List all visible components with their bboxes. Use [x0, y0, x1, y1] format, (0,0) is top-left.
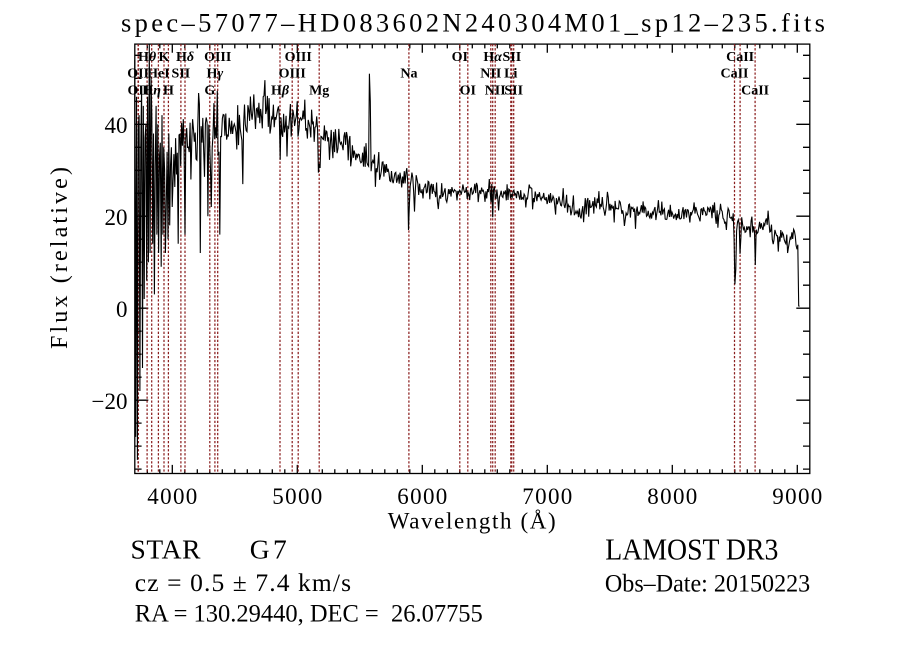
- svg-text:6000: 6000: [397, 484, 447, 509]
- svg-text:0: 0: [116, 297, 128, 322]
- svg-text:Hθ: Hθ: [138, 50, 157, 65]
- svg-text:H: H: [163, 83, 174, 98]
- svg-text:Hβ: Hβ: [271, 83, 290, 98]
- svg-text:NII: NII: [485, 83, 506, 98]
- svg-text:20: 20: [105, 205, 128, 230]
- svg-text:NII: NII: [480, 67, 501, 82]
- svg-text:5000: 5000: [272, 484, 322, 509]
- svg-text:Hη: Hη: [142, 83, 161, 98]
- svg-text:4000: 4000: [147, 484, 197, 509]
- svg-text:Obs–Date: 20150223: Obs–Date: 20150223: [605, 568, 810, 597]
- svg-text:LAMOST DR3: LAMOST DR3: [605, 531, 778, 566]
- svg-text:Mg: Mg: [309, 83, 329, 98]
- svg-text:OIII: OIII: [204, 50, 231, 65]
- svg-text:G: G: [204, 83, 215, 98]
- svg-text:9000: 9000: [772, 484, 822, 509]
- svg-text:CaII: CaII: [726, 50, 754, 65]
- svg-text:SII: SII: [172, 67, 191, 82]
- svg-text:RA = 130.29440, DEC = 26.0775: RA = 130.29440, DEC = 26.07755: [135, 598, 483, 627]
- svg-text:K: K: [159, 50, 170, 65]
- svg-text:Hδ: Hδ: [176, 50, 194, 65]
- svg-text:STAR: STAR: [131, 533, 202, 564]
- svg-text:OIII: OIII: [279, 67, 306, 82]
- svg-text:SII: SII: [504, 83, 523, 98]
- svg-text:OI: OI: [452, 50, 468, 65]
- svg-text:CaII: CaII: [741, 83, 769, 98]
- svg-text:CaII: CaII: [720, 67, 748, 82]
- svg-text:OIII: OIII: [285, 50, 312, 65]
- svg-text:−20: −20: [92, 389, 128, 414]
- svg-text:Li: Li: [504, 67, 517, 82]
- svg-text:Hα: Hα: [483, 50, 502, 65]
- svg-text:G7: G7: [250, 533, 287, 564]
- svg-text:40: 40: [105, 113, 128, 138]
- svg-text:Wavelength (Å): Wavelength (Å): [388, 508, 556, 533]
- svg-text:Hγ: Hγ: [207, 67, 224, 82]
- svg-text:SII: SII: [502, 50, 521, 65]
- svg-text:7000: 7000: [522, 484, 572, 509]
- svg-text:Flux (relative): Flux (relative): [47, 167, 73, 349]
- svg-text:HeI: HeI: [147, 67, 170, 82]
- svg-text:cz = 0.5 ± 7.4 km/s: cz = 0.5 ± 7.4 km/s: [135, 568, 351, 597]
- svg-text:Na: Na: [400, 67, 417, 82]
- svg-text:spec–57077–HD083602N240304M01_: spec–57077–HD083602N240304M01_sp12–235.f…: [121, 8, 825, 38]
- svg-text:OI: OI: [460, 83, 476, 98]
- svg-text:OII: OII: [127, 67, 149, 82]
- svg-text:8000: 8000: [647, 484, 697, 509]
- svg-text:OII: OII: [128, 83, 150, 98]
